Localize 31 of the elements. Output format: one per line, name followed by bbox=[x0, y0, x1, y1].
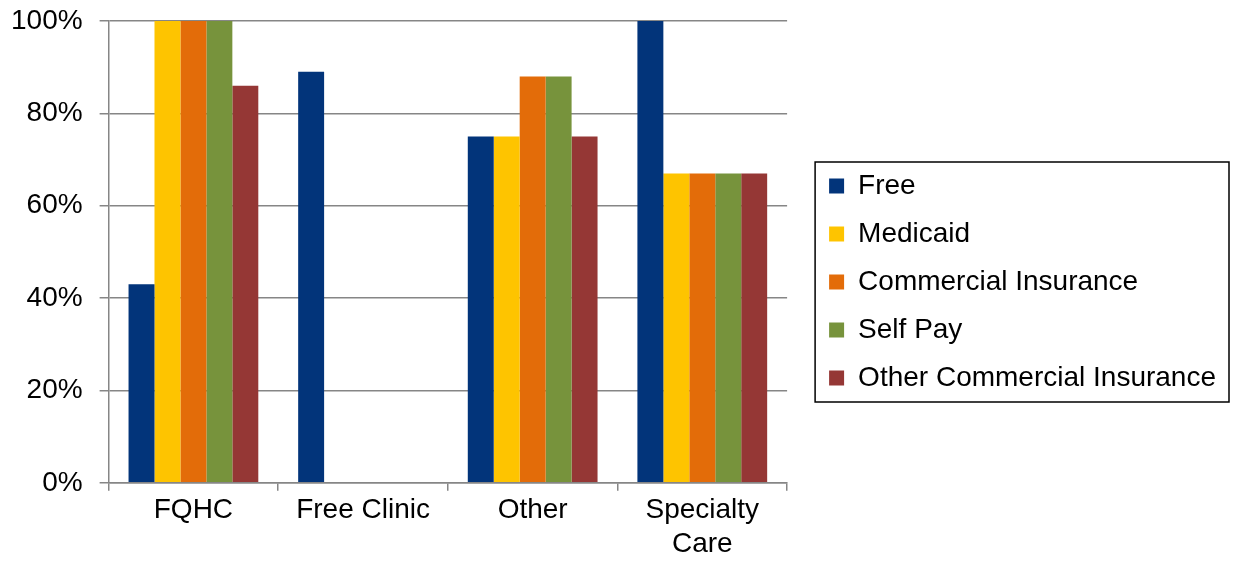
bar bbox=[663, 173, 690, 483]
y-tick-label: 80% bbox=[26, 96, 83, 128]
bar bbox=[232, 85, 259, 483]
y-tick-label: 20% bbox=[26, 373, 83, 405]
legend-label: Free bbox=[858, 168, 916, 200]
x-tick-label: Specialty Care bbox=[645, 493, 760, 558]
bar bbox=[571, 136, 598, 483]
x-tick-label: FQHC bbox=[153, 493, 234, 525]
bar bbox=[128, 284, 155, 483]
bar bbox=[298, 71, 325, 483]
bar bbox=[637, 21, 664, 483]
bar bbox=[154, 21, 181, 483]
bar bbox=[689, 173, 716, 483]
legend-label: Commercial Insurance bbox=[858, 264, 1139, 296]
y-tick-label: 40% bbox=[26, 280, 83, 312]
bar bbox=[715, 173, 742, 483]
legend-label: Other Commercial Insurance bbox=[858, 360, 1216, 392]
y-tick-label: 0% bbox=[42, 465, 83, 497]
bar bbox=[180, 21, 207, 483]
y-tick-label: 60% bbox=[26, 188, 83, 220]
legend-label: Self Pay bbox=[858, 312, 963, 344]
x-tick-label: Other bbox=[497, 493, 568, 525]
bar bbox=[467, 136, 494, 483]
y-tick-label: 100% bbox=[10, 3, 83, 35]
x-tick-label: Free Clinic bbox=[296, 493, 430, 525]
legend-label: Medicaid bbox=[858, 216, 971, 248]
bar bbox=[519, 76, 546, 483]
bar bbox=[206, 21, 233, 483]
bar bbox=[545, 76, 572, 483]
bar bbox=[741, 173, 768, 483]
bar bbox=[493, 136, 520, 483]
